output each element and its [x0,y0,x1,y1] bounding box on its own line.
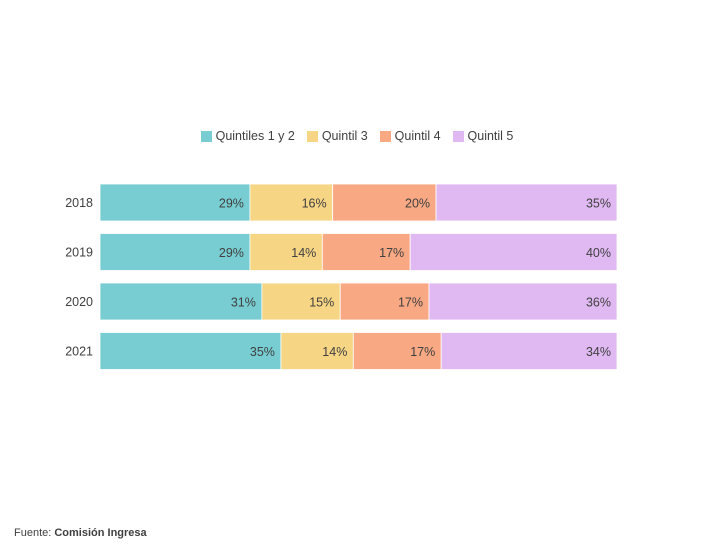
bar-segment [99,183,251,222]
bar-segment [249,183,334,222]
bar-segment [339,282,430,321]
data-label: 36% [586,296,611,310]
source-note: Fuente: Comisión Ingresa [14,527,147,539]
data-label: 15% [309,296,334,310]
source-prefix: Fuente: [14,527,55,539]
bar-segment [428,282,618,321]
data-label: 17% [398,296,423,310]
data-label: 14% [322,345,347,359]
legend-swatch [200,130,212,142]
legend-item-4: Quintil 5 [452,129,514,143]
category-label: 2021 [65,345,93,359]
bar-segment [280,332,354,370]
data-label: 29% [219,197,244,211]
chart-legend: Quintiles 1 y 2 Quintil 3 Quintil 4 Quintil… [0,129,714,143]
data-label: 40% [586,246,611,260]
category-label: 2019 [65,246,93,260]
data-label: 35% [250,345,275,359]
data-label: 29% [219,246,244,260]
legend-label: Quintiles 1 y 2 [215,129,295,143]
category-label: 2018 [65,196,93,210]
bar-segment [409,233,618,271]
legend-label: Quintil 3 [321,129,368,143]
bar-segment [249,233,323,271]
data-label: 20% [405,197,430,211]
data-label: 17% [379,246,404,260]
bar-segment [435,183,618,222]
legend-label: Quintil 4 [394,129,441,143]
data-label: 14% [291,246,316,260]
bar-segment [99,282,263,321]
bar-segment [352,332,442,370]
data-label: 31% [231,296,256,310]
category-label: 2020 [65,295,93,309]
legend-item-1: Quintiles 1 y 2 [200,129,295,143]
legend-swatch [306,130,318,142]
legend-label: Quintil 5 [467,129,514,143]
legend-swatch [452,130,464,142]
data-label: 34% [586,345,611,359]
source-name: Comisión Ingresa [54,527,147,539]
bar-segment [440,332,618,370]
legend-item-3: Quintil 4 [379,129,441,143]
data-label: 17% [410,345,435,359]
legend-item-2: Quintil 3 [306,129,368,143]
data-label: 16% [302,197,327,211]
bar-segment [321,233,411,271]
legend-swatch [379,130,391,142]
data-label: 35% [586,197,611,211]
bar-segment [99,332,282,370]
